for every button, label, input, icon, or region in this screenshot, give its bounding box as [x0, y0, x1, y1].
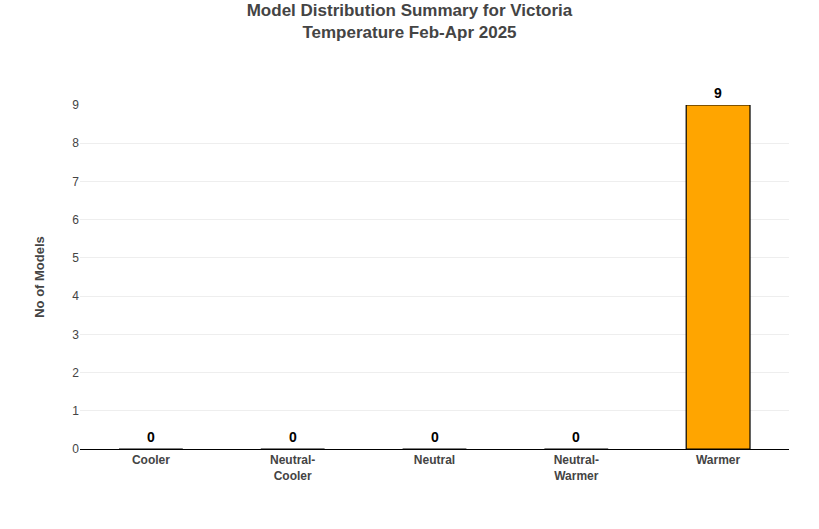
svg-text:7: 7: [72, 175, 79, 189]
svg-text:0: 0: [72, 442, 79, 456]
svg-text:9: 9: [72, 98, 79, 112]
svg-text:0: 0: [572, 429, 580, 445]
svg-text:Neutral: Neutral: [414, 453, 455, 467]
svg-text:5: 5: [72, 251, 79, 265]
svg-text:0: 0: [289, 429, 297, 445]
svg-text:No of Models: No of Models: [32, 236, 47, 318]
svg-text:4: 4: [72, 289, 79, 303]
svg-text:2: 2: [72, 366, 79, 380]
svg-text:0: 0: [147, 429, 155, 445]
svg-text:0: 0: [431, 429, 439, 445]
svg-text:6: 6: [72, 213, 79, 227]
svg-text:9: 9: [714, 85, 722, 101]
svg-text:Neutral-Warmer: Neutral-Warmer: [554, 453, 599, 483]
svg-text:Warmer: Warmer: [696, 453, 741, 467]
svg-text:3: 3: [72, 328, 79, 342]
svg-text:1: 1: [72, 404, 79, 418]
svg-text:8: 8: [72, 136, 79, 150]
svg-text:Cooler: Cooler: [132, 453, 170, 467]
svg-text:Model Distribution Summary for: Model Distribution Summary for VictoriaT…: [247, 1, 573, 42]
svg-text:Neutral-Cooler: Neutral-Cooler: [270, 453, 315, 483]
